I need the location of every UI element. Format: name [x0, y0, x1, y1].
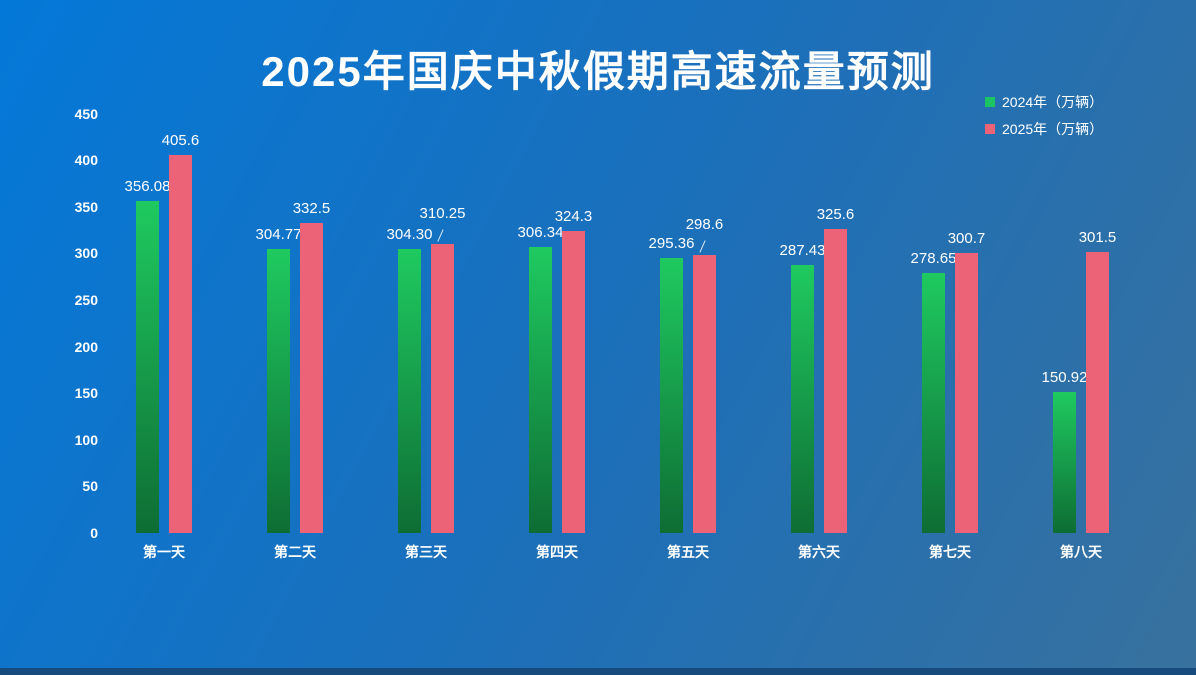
x-axis-category-label: 第六天 — [798, 544, 840, 560]
legend-item-2025: 2025年（万辆） — [985, 119, 1103, 139]
bottom-accent-strip — [0, 668, 1196, 675]
x-axis-category-label: 第四天 — [536, 544, 578, 560]
bar-value-label: 405.6 — [161, 131, 200, 149]
bar-2025 — [1086, 251, 1109, 533]
bar-value-label: 301.5 — [1078, 228, 1117, 246]
x-axis-category-label: 第一天 — [143, 544, 185, 560]
bar-value-label: 310.25 — [419, 204, 466, 222]
pink-square-icon — [985, 124, 995, 134]
bar-2024 — [1053, 392, 1076, 533]
bar-value-label: 324.3 — [554, 207, 593, 225]
y-axis-tick-label: 400 — [74, 152, 98, 169]
chart-legend: 2024年（万辆） 2025年（万辆） — [985, 92, 1103, 146]
bar-value-label: 150.92 — [1041, 369, 1088, 387]
y-axis-tick-label: 200 — [74, 338, 98, 355]
bar-2024 — [660, 257, 683, 533]
bar-2025 — [693, 254, 716, 533]
bar-2025 — [824, 229, 847, 533]
y-axis-tick-label: 300 — [74, 245, 98, 262]
bar-value-label: 304.30 — [386, 226, 433, 244]
bar-2024 — [136, 201, 159, 533]
bar-value-label: 304.77 — [255, 225, 302, 243]
bar-2024 — [791, 265, 814, 533]
y-axis-tick-label: 0 — [90, 525, 98, 541]
bar-2024 — [922, 273, 945, 533]
bar-2025 — [955, 252, 978, 533]
x-axis-category-label: 第五天 — [667, 544, 709, 560]
x-axis-category-label: 第二天 — [274, 544, 316, 560]
chart-title: 2025年国庆中秋假期高速流量预测 — [261, 48, 935, 95]
legend-item-2024: 2024年（万辆） — [985, 92, 1103, 112]
y-axis-tick-label: 250 — [74, 291, 98, 308]
y-axis-tick-label: 450 — [74, 105, 98, 122]
bar-2025 — [169, 154, 192, 533]
x-axis-category-label: 第八天 — [1060, 544, 1102, 560]
bar-value-label: 298.6 — [685, 215, 724, 233]
bar-value-label: 278.65 — [910, 250, 957, 268]
bar-2025 — [562, 230, 585, 533]
legend-label-2024: 2024年（万辆） — [1002, 94, 1104, 110]
bar-value-label: 306.34 — [517, 224, 564, 242]
bar-2024 — [529, 247, 552, 533]
green-square-icon — [985, 97, 995, 107]
bar-2025 — [431, 243, 454, 533]
legend-label-2025: 2025年（万辆） — [1002, 121, 1104, 137]
bar-value-label: 356.08 — [124, 178, 171, 196]
x-axis-category-label: 第七天 — [929, 544, 971, 560]
bar-value-label: 325.6 — [816, 206, 855, 224]
y-axis-tick-label: 50 — [82, 478, 98, 495]
bar-value-label: 287.43 — [779, 242, 826, 260]
y-axis-tick-label: 350 — [74, 198, 98, 215]
bar-2024 — [267, 248, 290, 533]
y-axis-tick-label: 100 — [74, 431, 98, 448]
x-axis-category-label: 第三天 — [405, 544, 447, 560]
bar-value-label: 300.7 — [947, 229, 986, 247]
bar-value-label: 332.5 — [292, 200, 331, 218]
bar-2024 — [398, 249, 421, 533]
bar-value-label: 295.36 — [648, 234, 695, 252]
y-axis-tick-label: 150 — [74, 385, 98, 402]
bar-2025 — [300, 223, 323, 533]
